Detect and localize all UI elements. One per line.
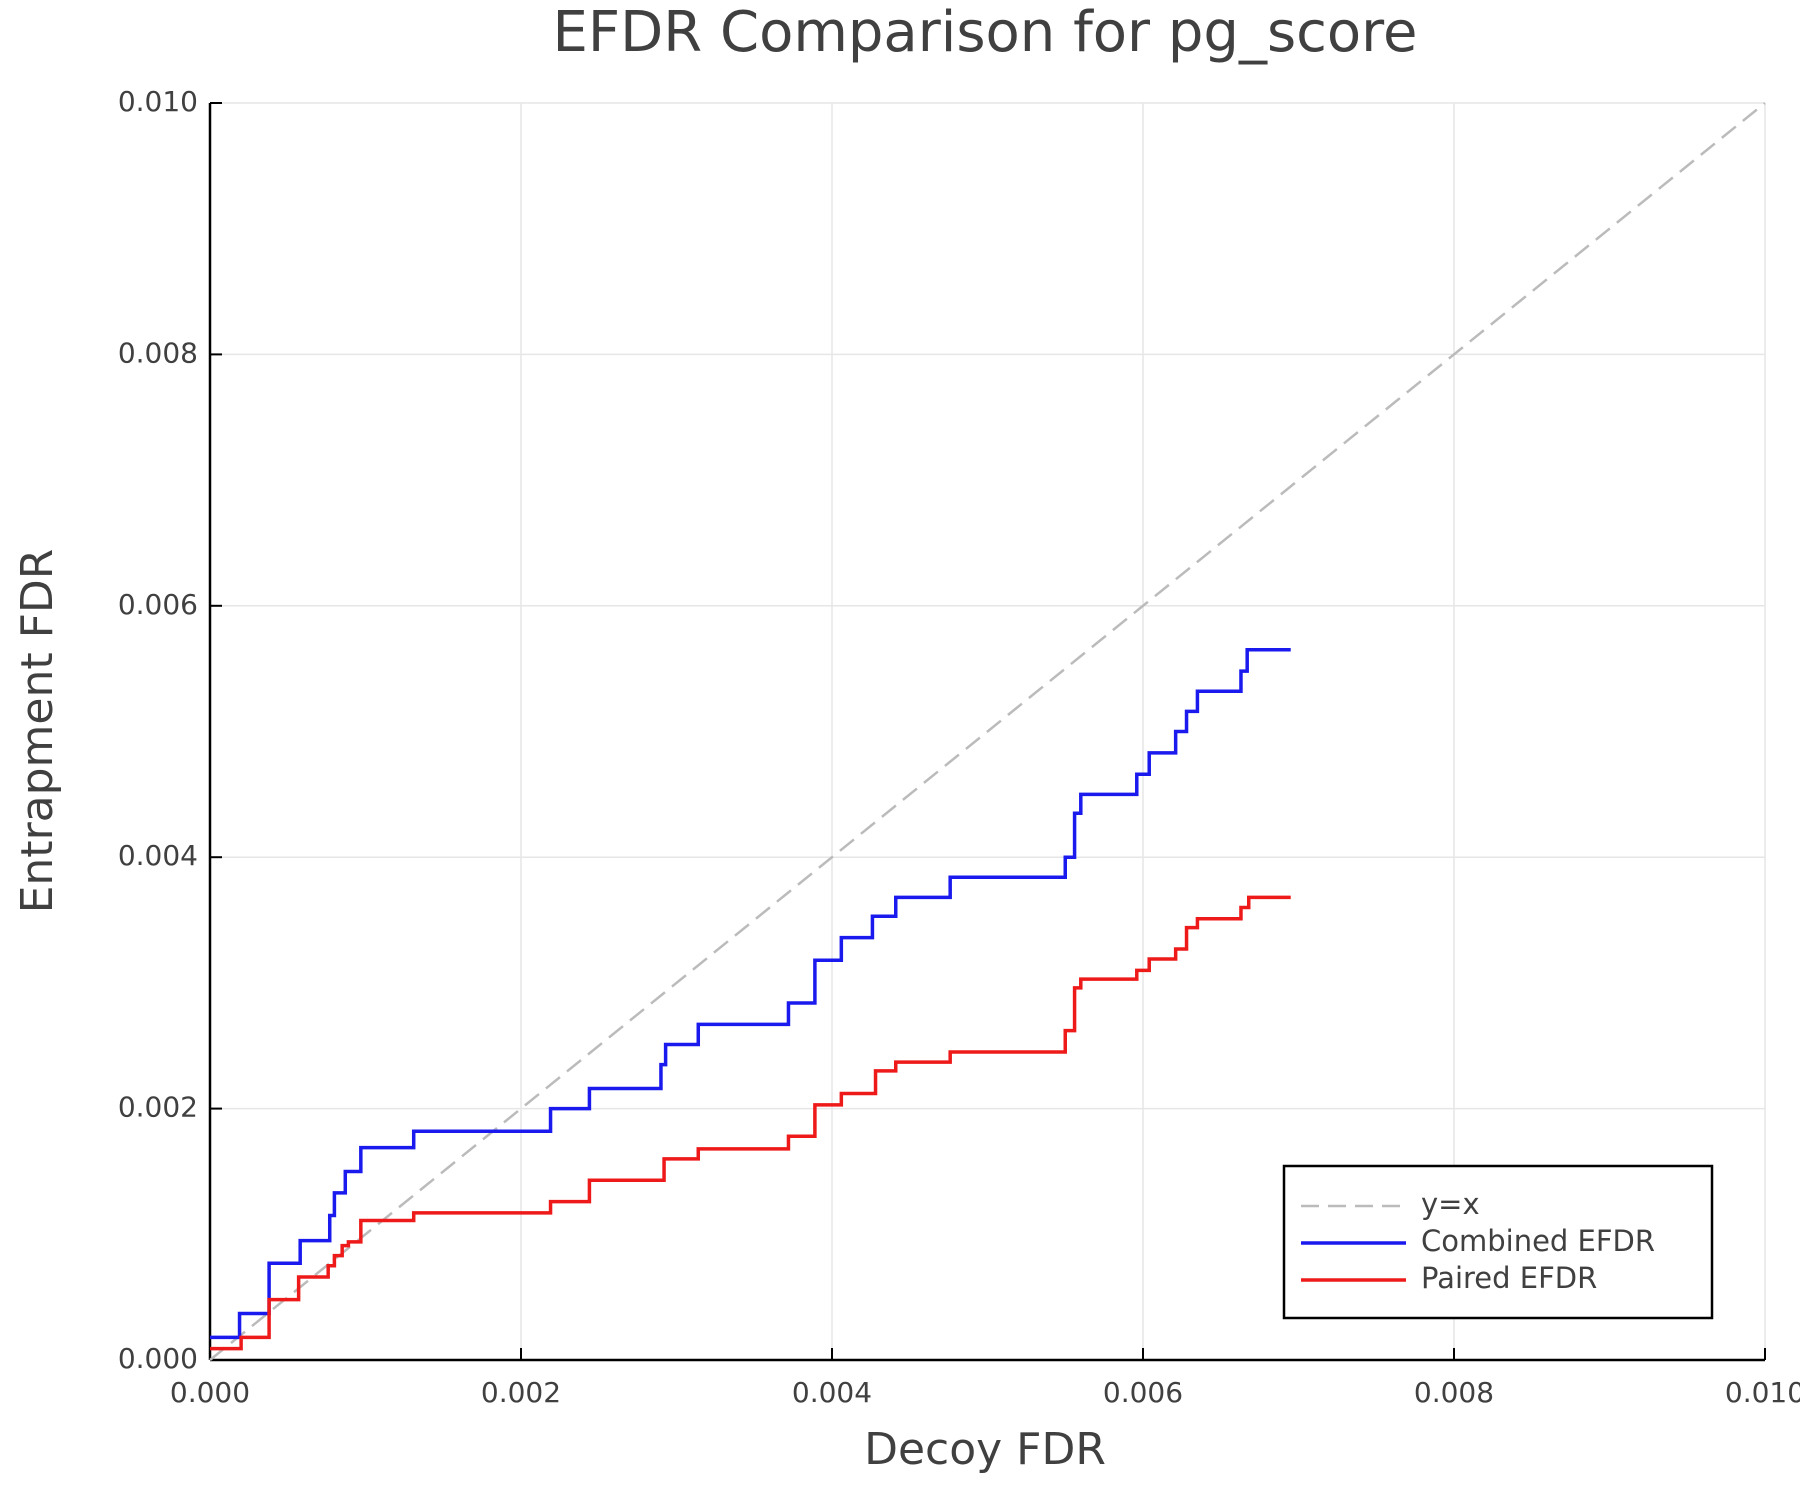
data-line <box>210 895 1291 1351</box>
legend-label: Combined EFDR <box>1421 1224 1655 1258</box>
y-tick-label: 0.004 <box>118 839 198 872</box>
x-tick-label: 0.000 <box>170 1376 250 1409</box>
y-axis-label: Entrapment FDR <box>12 549 63 914</box>
y-tick-label: 0.000 <box>118 1342 198 1375</box>
y-tick-label: 0.008 <box>118 336 198 369</box>
legend-label: Paired EFDR <box>1421 1261 1597 1295</box>
x-tick-label: 0.006 <box>1103 1376 1183 1409</box>
chart-title: EFDR Comparison for pg_score <box>553 0 1418 65</box>
x-tick-label: 0.008 <box>1414 1376 1494 1409</box>
y-tick-label: 0.002 <box>118 1091 198 1124</box>
y-tick-label: 0.010 <box>118 85 198 118</box>
x-axis-label: Decoy FDR <box>864 1424 1106 1475</box>
data-line <box>210 648 1291 1340</box>
x-tick-label: 0.002 <box>481 1376 561 1409</box>
data-line <box>209 102 1766 1361</box>
legend-label: y=x <box>1421 1187 1480 1221</box>
x-tick-label: 0.010 <box>1725 1376 1800 1409</box>
x-tick-label: 0.004 <box>792 1376 872 1409</box>
y-tick-label: 0.006 <box>118 588 198 621</box>
